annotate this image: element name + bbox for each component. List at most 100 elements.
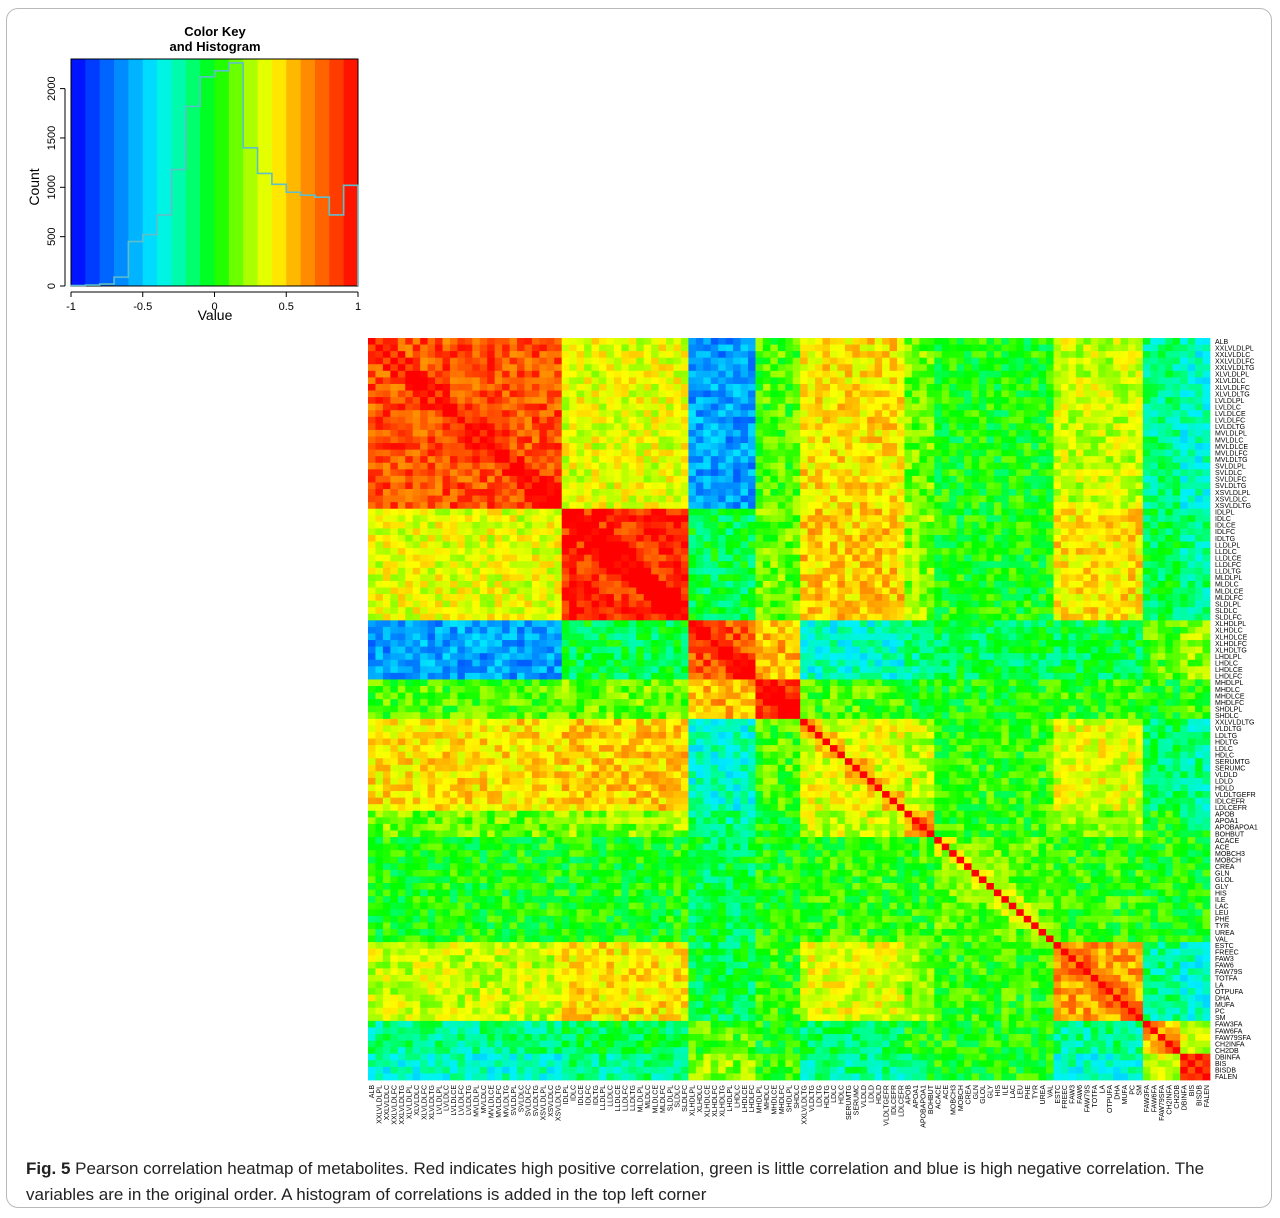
heatmap-cell bbox=[621, 436, 630, 444]
heatmap-cell bbox=[457, 607, 466, 615]
heatmap-cell bbox=[859, 554, 868, 562]
heatmap-cell bbox=[539, 489, 548, 496]
heatmap-cell bbox=[703, 423, 712, 431]
heatmap-cell bbox=[397, 541, 406, 549]
heatmap-cell bbox=[979, 416, 987, 424]
heatmap-cell bbox=[733, 344, 741, 352]
heatmap-cell bbox=[941, 429, 950, 437]
heatmap-cell bbox=[1008, 456, 1017, 464]
heatmap-cell bbox=[1105, 508, 1114, 516]
heatmap-cell bbox=[405, 541, 414, 549]
heatmap-cell bbox=[390, 469, 399, 477]
heatmap-cell bbox=[554, 495, 563, 503]
heatmap-cell bbox=[844, 462, 853, 470]
heatmap-cell bbox=[1180, 397, 1189, 405]
heatmap-cell bbox=[502, 528, 510, 536]
heatmap-cell bbox=[1008, 607, 1017, 615]
heatmap-cell bbox=[1068, 469, 1077, 477]
heatmap-cell bbox=[926, 390, 935, 398]
heatmap-cell bbox=[882, 429, 890, 437]
histogram-x-axis: -1 -0.5 0 0.5 1 bbox=[66, 291, 361, 313]
heatmap-cell bbox=[785, 508, 794, 516]
heatmap-cell bbox=[904, 541, 913, 549]
heatmap-cell bbox=[427, 508, 436, 516]
heatmap-cell bbox=[397, 423, 406, 431]
heatmap-cell bbox=[911, 607, 920, 615]
heatmap-cell bbox=[546, 574, 555, 582]
heatmap-cell bbox=[435, 567, 443, 575]
heatmap-cell bbox=[1038, 456, 1047, 464]
heatmap-cell bbox=[1053, 429, 1062, 437]
heatmap-cell bbox=[368, 594, 376, 602]
heatmap-cell bbox=[606, 534, 615, 542]
color-key-band bbox=[200, 59, 215, 286]
heatmap-cell bbox=[1128, 436, 1136, 444]
heatmap-cell bbox=[397, 502, 406, 510]
heatmap-cell bbox=[1187, 456, 1196, 464]
heatmap-cell bbox=[584, 364, 592, 372]
heatmap-cell bbox=[1165, 436, 1174, 444]
heatmap-cell bbox=[561, 416, 570, 424]
heatmap-cell bbox=[1195, 364, 1203, 372]
heatmap-cell bbox=[531, 482, 540, 490]
heatmap-cell bbox=[815, 580, 823, 588]
heatmap-cell bbox=[1165, 607, 1174, 615]
heatmap-cell bbox=[703, 429, 712, 437]
heatmap-cell bbox=[1090, 613, 1099, 621]
heatmap-cell bbox=[919, 429, 928, 437]
heatmap-cell bbox=[725, 561, 734, 569]
heatmap-cell bbox=[911, 554, 920, 562]
heatmap-cell bbox=[1075, 482, 1084, 490]
heatmap-cell bbox=[815, 370, 823, 378]
heatmap-cell bbox=[658, 390, 667, 398]
histogram-line bbox=[70, 62, 359, 287]
heatmap-cell bbox=[561, 489, 570, 496]
heatmap-cell bbox=[762, 338, 771, 345]
heatmap-cell bbox=[420, 410, 429, 418]
heatmap-cell bbox=[494, 567, 503, 575]
heatmap-cell bbox=[815, 508, 823, 516]
heatmap-cell bbox=[1120, 338, 1129, 345]
heatmap-cell bbox=[1195, 534, 1203, 542]
heatmap-cell bbox=[867, 587, 876, 595]
heatmap-cell bbox=[889, 587, 898, 595]
heatmap-cell bbox=[710, 567, 719, 575]
heatmap-cell bbox=[979, 357, 987, 365]
heatmap-cell bbox=[621, 613, 630, 621]
heatmap-cell bbox=[748, 607, 756, 615]
heatmap-cell bbox=[949, 429, 958, 437]
heatmap-cell bbox=[561, 534, 570, 542]
heatmap-cell bbox=[1202, 410, 1211, 418]
heatmap-cell bbox=[606, 364, 615, 372]
heatmap-cell bbox=[1157, 462, 1166, 470]
heatmap-cell bbox=[509, 482, 518, 490]
heatmap-cell bbox=[457, 613, 466, 621]
heatmap-cell bbox=[554, 351, 563, 359]
heatmap-cell bbox=[531, 403, 540, 411]
heatmap-cell bbox=[1128, 364, 1136, 372]
heatmap-cell bbox=[613, 443, 622, 451]
heatmap-cell bbox=[777, 344, 786, 352]
heatmap-cell bbox=[546, 554, 555, 562]
heatmap-cell bbox=[1105, 475, 1114, 483]
heatmap-cell bbox=[1083, 377, 1092, 385]
heatmap-cell bbox=[979, 475, 987, 483]
heatmap-cell bbox=[1113, 410, 1121, 418]
heatmap-cell bbox=[1031, 338, 1040, 345]
heatmap-cell bbox=[867, 462, 876, 470]
heatmap-cell bbox=[822, 469, 831, 477]
heatmap-cell bbox=[375, 541, 384, 549]
heatmap-cell bbox=[420, 482, 429, 490]
heatmap-cell bbox=[829, 534, 838, 542]
heatmap-cell bbox=[487, 370, 496, 378]
heatmap-cell bbox=[494, 528, 503, 536]
heatmap-cell bbox=[785, 357, 794, 365]
heatmap-cell bbox=[382, 338, 391, 345]
heatmap-cell bbox=[710, 469, 719, 477]
heatmap-cell bbox=[628, 574, 637, 582]
heatmap-cell bbox=[911, 567, 920, 575]
heatmap-cell bbox=[1016, 580, 1025, 588]
heatmap-cell bbox=[405, 462, 414, 470]
heatmap-cell bbox=[569, 587, 578, 595]
heatmap-cell bbox=[539, 338, 548, 345]
